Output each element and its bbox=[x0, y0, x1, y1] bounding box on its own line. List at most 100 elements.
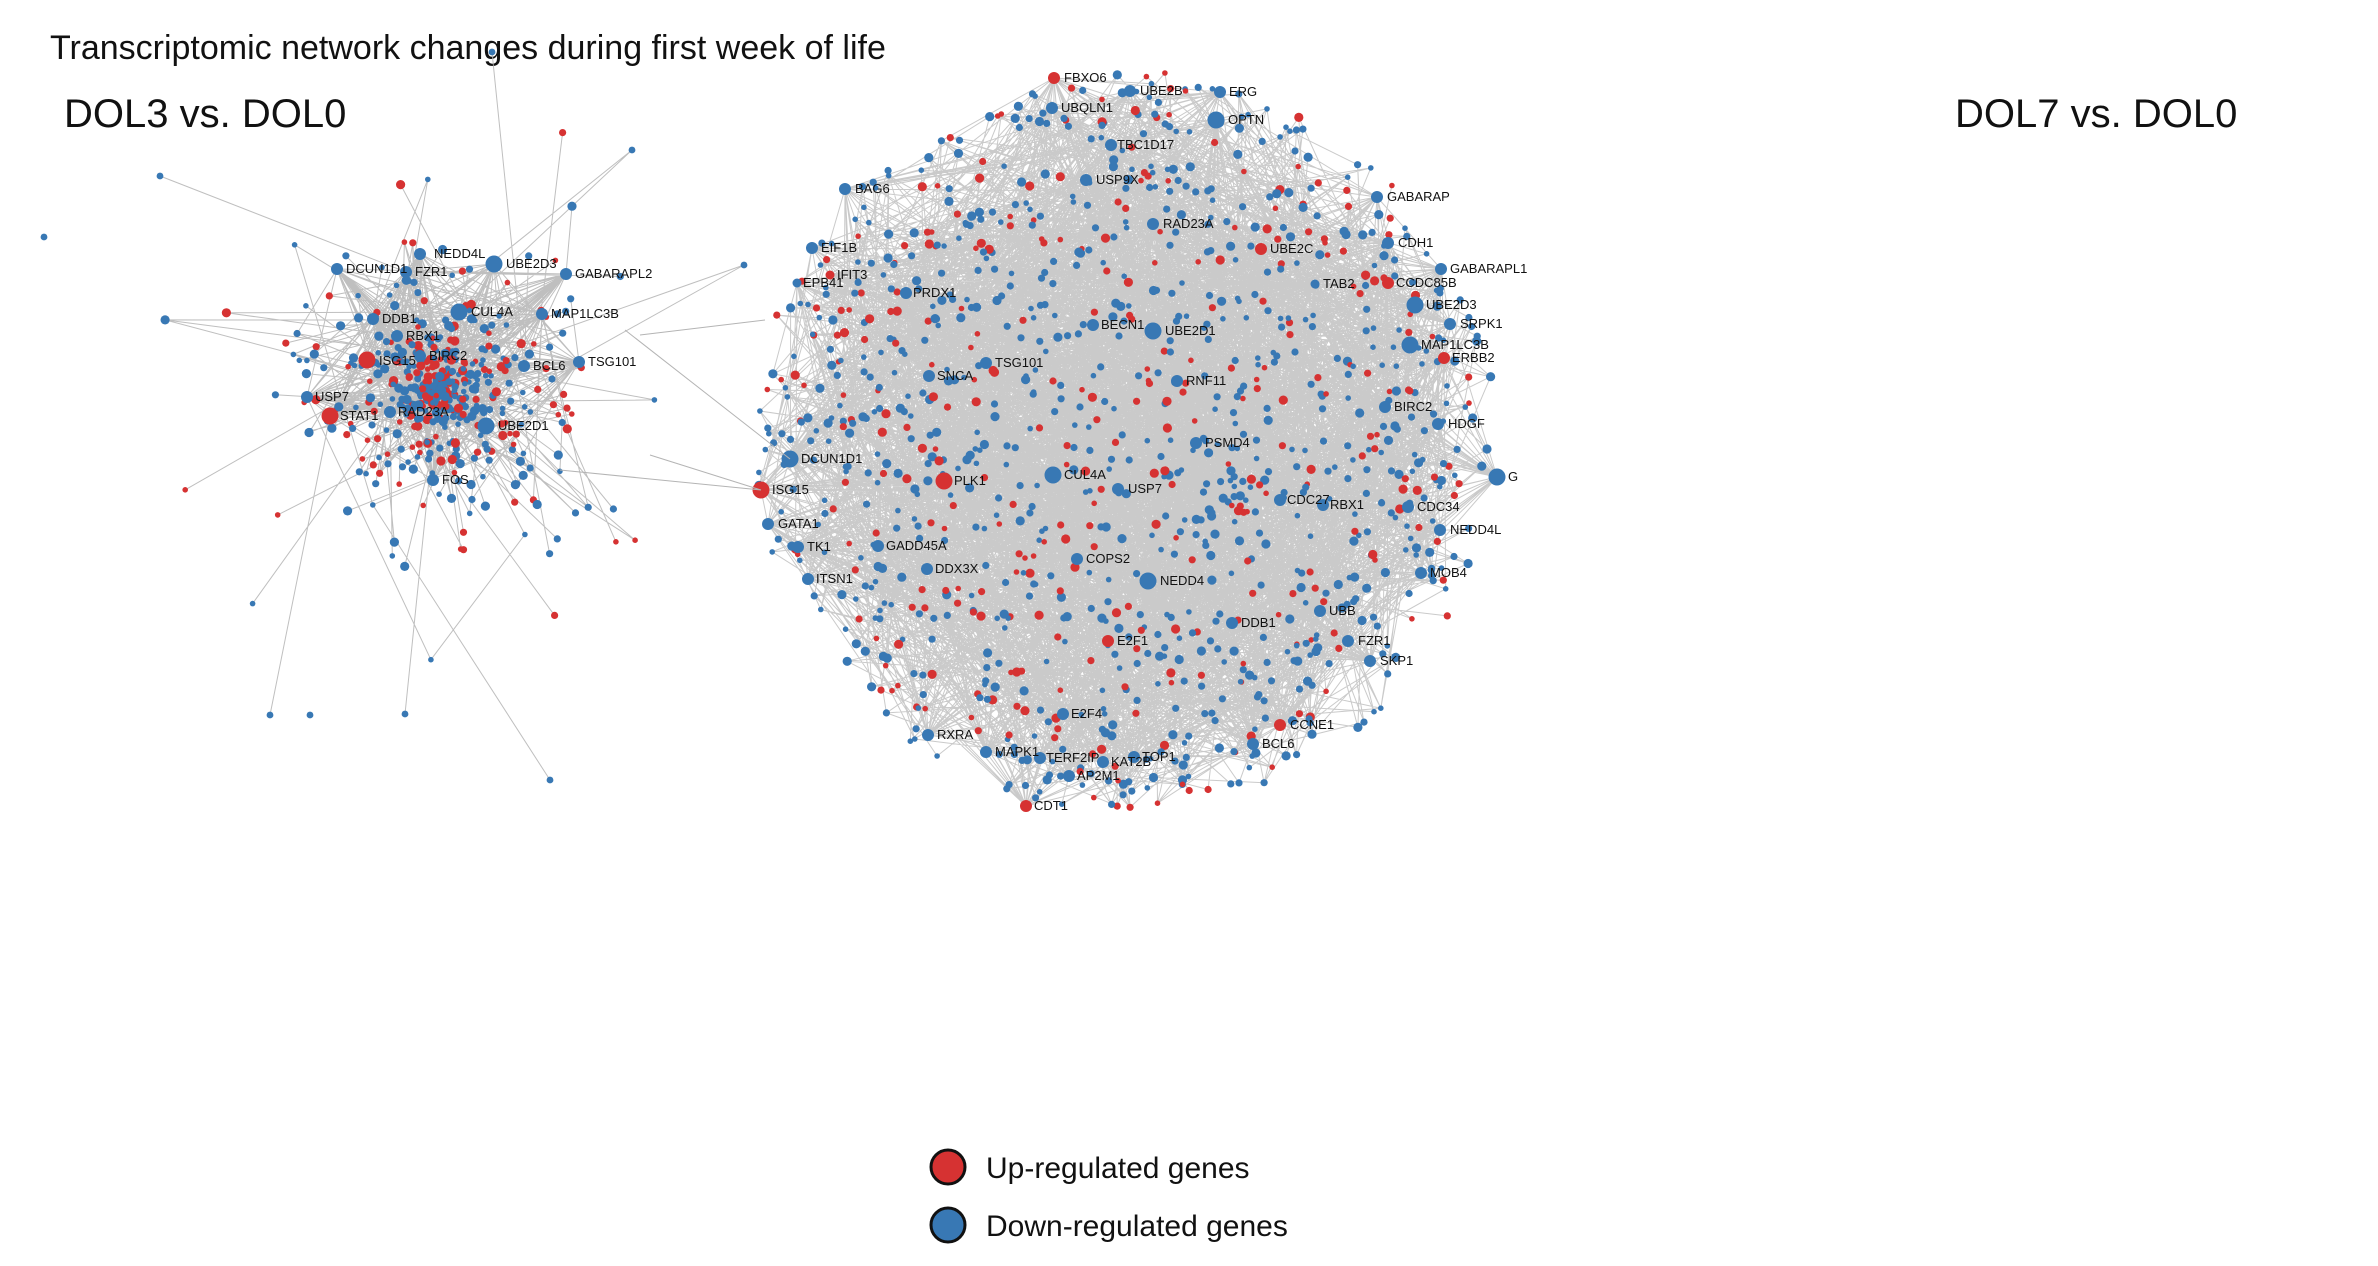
gene-node bbox=[1314, 605, 1326, 617]
down-regulated-node bbox=[1052, 312, 1058, 319]
down-regulated-node bbox=[884, 166, 892, 175]
up-regulated-node bbox=[882, 662, 889, 669]
down-regulated-node bbox=[1199, 488, 1208, 496]
down-regulated-node bbox=[373, 369, 383, 379]
down-regulated-node bbox=[1307, 729, 1317, 739]
down-regulated-node bbox=[1308, 323, 1316, 331]
down-regulated-node bbox=[809, 331, 816, 338]
gene-label: USP7 bbox=[1128, 481, 1162, 496]
down-regulated-node bbox=[1423, 251, 1430, 257]
down-regulated-node bbox=[428, 656, 434, 663]
up-regulated-node bbox=[989, 367, 1000, 377]
up-regulated-node bbox=[921, 604, 929, 612]
gene-node bbox=[1144, 322, 1162, 340]
down-regulated-node bbox=[1251, 674, 1258, 681]
gene-node bbox=[1255, 243, 1267, 255]
down-regulated-node bbox=[414, 454, 421, 460]
down-regulated-node bbox=[389, 537, 399, 547]
down-regulated-node bbox=[1230, 748, 1238, 756]
up-regulated-node bbox=[1138, 177, 1144, 184]
down-regulated-node bbox=[851, 289, 859, 297]
down-regulated-node bbox=[919, 389, 927, 397]
gene-node bbox=[839, 183, 851, 195]
down-regulated-node bbox=[1425, 547, 1435, 558]
down-regulated-node bbox=[1373, 622, 1381, 630]
up-regulated-node bbox=[976, 238, 986, 248]
gene-node bbox=[1406, 296, 1424, 314]
down-regulated-node bbox=[858, 412, 868, 422]
down-regulated-node bbox=[1203, 320, 1211, 328]
up-regulated-node bbox=[1099, 96, 1105, 103]
down-regulated-node bbox=[1123, 224, 1130, 231]
gene-label: RNF11 bbox=[1186, 373, 1226, 388]
gene-label: MAP1LC3B bbox=[1421, 337, 1489, 352]
down-regulated-node bbox=[1226, 241, 1236, 251]
up-regulated-node bbox=[411, 422, 419, 431]
up-regulated-node bbox=[801, 382, 807, 389]
up-regulated-node bbox=[1322, 240, 1328, 246]
down-regulated-node bbox=[905, 393, 911, 400]
down-regulated-node bbox=[1180, 677, 1188, 685]
down-regulated-node bbox=[408, 341, 416, 349]
up-regulated-node bbox=[369, 461, 377, 469]
up-regulated-node bbox=[420, 502, 427, 509]
gene-node bbox=[900, 287, 912, 299]
down-regulated-node bbox=[1194, 83, 1202, 91]
down-regulated-node bbox=[878, 349, 884, 356]
down-regulated-node bbox=[861, 582, 869, 590]
up-regulated-node bbox=[1323, 391, 1329, 397]
up-regulated-node bbox=[1386, 388, 1393, 395]
down-regulated-node bbox=[1188, 629, 1197, 637]
down-regulated-node bbox=[837, 590, 847, 600]
down-regulated-node bbox=[893, 468, 903, 478]
down-regulated-node bbox=[1176, 210, 1186, 220]
gene-label: SNCA bbox=[937, 368, 973, 383]
gene-label: FOS bbox=[442, 472, 469, 487]
down-regulated-node bbox=[567, 295, 575, 303]
down-regulated-node bbox=[915, 610, 924, 618]
down-regulated-node bbox=[411, 363, 417, 369]
up-regulated-node bbox=[1103, 267, 1111, 275]
gene-node bbox=[1364, 655, 1376, 667]
down-regulated-node bbox=[1473, 332, 1481, 340]
down-regulated-node bbox=[867, 259, 875, 267]
down-regulated-node bbox=[1108, 312, 1118, 322]
down-regulated-node bbox=[1285, 232, 1296, 242]
gene-label: DDB1 bbox=[1241, 615, 1276, 630]
down-regulated-node bbox=[1122, 219, 1129, 225]
up-regulated-node bbox=[1368, 549, 1378, 560]
up-regulated-node bbox=[1278, 395, 1288, 405]
down-regulated-node bbox=[1255, 361, 1261, 368]
down-regulated-node bbox=[546, 343, 554, 351]
up-regulated-node bbox=[932, 446, 939, 452]
down-regulated-node bbox=[553, 450, 563, 460]
down-regulated-node bbox=[1220, 316, 1226, 322]
up-regulated-node bbox=[929, 361, 935, 368]
up-regulated-node bbox=[1188, 556, 1196, 564]
up-regulated-node bbox=[994, 113, 1001, 119]
down-regulated-node bbox=[1266, 193, 1274, 201]
down-regulated-node bbox=[982, 681, 988, 688]
down-regulated-node bbox=[1357, 615, 1367, 626]
up-regulated-node bbox=[892, 339, 900, 347]
down-regulated-node bbox=[1293, 656, 1303, 666]
down-regulated-node bbox=[424, 439, 430, 446]
down-regulated-node bbox=[924, 460, 932, 468]
up-regulated-node bbox=[923, 228, 932, 236]
down-regulated-node bbox=[1231, 356, 1239, 365]
down-regulated-node bbox=[786, 435, 795, 443]
gene-node bbox=[358, 351, 376, 369]
node-layer-dol7 bbox=[752, 70, 1506, 812]
down-regulated-node bbox=[944, 366, 950, 373]
gene-label: RBX1 bbox=[406, 328, 440, 343]
down-regulated-node bbox=[301, 369, 311, 379]
up-regulated-node bbox=[1097, 485, 1105, 493]
down-regulated-node bbox=[1121, 489, 1131, 499]
down-regulated-node bbox=[979, 439, 990, 450]
down-regulated-node bbox=[1072, 422, 1078, 428]
down-regulated-node bbox=[888, 601, 894, 608]
down-regulated-node bbox=[1050, 257, 1058, 265]
down-regulated-node bbox=[559, 329, 567, 337]
down-regulated-node bbox=[1209, 86, 1216, 92]
up-regulated-node bbox=[1344, 202, 1353, 210]
